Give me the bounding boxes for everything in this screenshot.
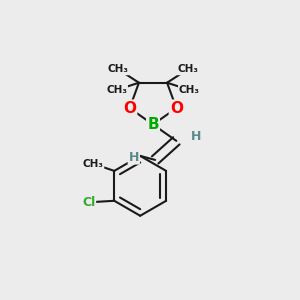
Text: B: B xyxy=(147,117,159,132)
Text: H: H xyxy=(191,130,202,143)
Text: CH₃: CH₃ xyxy=(177,64,198,74)
Text: Cl: Cl xyxy=(82,196,95,209)
Text: O: O xyxy=(170,101,183,116)
Text: CH₃: CH₃ xyxy=(179,85,200,95)
Text: O: O xyxy=(123,101,136,116)
Text: CH₃: CH₃ xyxy=(82,159,103,169)
Text: CH₃: CH₃ xyxy=(106,85,127,95)
Text: CH₃: CH₃ xyxy=(108,64,129,74)
Text: H: H xyxy=(129,151,139,164)
